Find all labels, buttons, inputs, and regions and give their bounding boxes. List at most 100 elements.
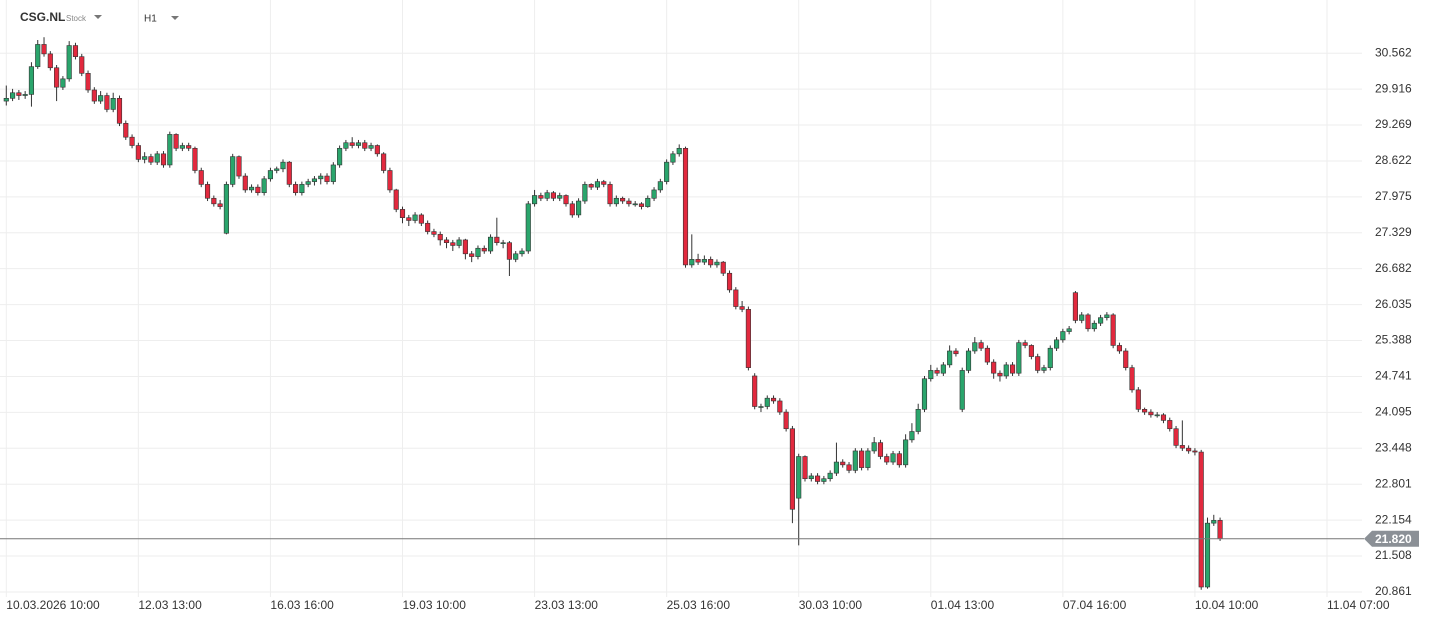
symbol-dropdown[interactable]	[94, 15, 102, 19]
y-tick-label: 29.269	[1375, 117, 1412, 131]
candle-body	[1154, 414, 1160, 417]
candle-body	[343, 142, 349, 149]
y-tick-label: 26.682	[1375, 261, 1412, 275]
candle-body	[475, 247, 481, 257]
candle-body	[79, 56, 85, 74]
candle-body	[689, 259, 695, 266]
candle-body	[362, 142, 368, 149]
candle-body	[777, 400, 783, 413]
candle-body	[230, 156, 236, 185]
candle-body	[330, 164, 336, 182]
candle-body	[651, 189, 657, 199]
y-tick-label: 20.861	[1375, 584, 1412, 598]
x-tick-label: 01.04 13:00	[931, 598, 995, 612]
candle-body	[859, 450, 865, 468]
candle-body	[72, 45, 79, 57]
candle-body	[1091, 322, 1097, 330]
x-tick-label: 16.03 16:00	[270, 598, 334, 612]
candle-body	[890, 453, 896, 463]
candle-body	[374, 145, 380, 155]
candle-body	[871, 442, 877, 452]
candle-body	[770, 397, 777, 402]
candle-body	[179, 145, 185, 149]
candle-body	[1098, 317, 1104, 324]
y-tick-label: 22.154	[1375, 512, 1412, 526]
candle-body	[274, 168, 280, 171]
candle-body	[802, 456, 808, 480]
symbol[interactable]: CSG.NL	[20, 10, 65, 24]
candle-body	[1167, 420, 1173, 430]
candle-body	[884, 456, 890, 463]
x-tick-label: 25.03 16:00	[667, 598, 731, 612]
candle-body	[1060, 331, 1066, 341]
interval[interactable]: H1	[144, 14, 157, 25]
last-price-label: 21.820	[1375, 532, 1412, 546]
candle-body	[173, 134, 179, 149]
candle-body	[1179, 445, 1185, 449]
candle-body	[626, 200, 632, 205]
candle-body	[349, 142, 355, 146]
candle-body	[387, 170, 393, 191]
candle-body	[682, 147, 689, 266]
candle-body	[22, 94, 28, 96]
candle-body	[984, 347, 990, 363]
candle-body	[462, 239, 468, 255]
candle-body	[607, 184, 613, 205]
candle-body	[85, 73, 91, 91]
candle-body	[1003, 364, 1009, 377]
candle-body	[1186, 447, 1192, 452]
interval-dropdown[interactable]	[171, 16, 179, 20]
candle-body	[1204, 522, 1211, 588]
candle-body	[248, 186, 255, 191]
candle-body	[645, 197, 651, 207]
y-tick-label: 27.975	[1375, 189, 1412, 203]
candle-body	[267, 170, 273, 180]
candle-body	[198, 170, 204, 185]
y-tick-label: 24.741	[1375, 369, 1412, 383]
candle-body	[450, 242, 456, 246]
candle-body	[1217, 520, 1223, 539]
candle-body	[588, 184, 594, 188]
candle-body	[903, 439, 909, 466]
candle-body	[412, 214, 418, 221]
candle-body	[10, 92, 16, 99]
candle-body	[1016, 342, 1022, 374]
candle-body	[456, 239, 462, 246]
candle-body	[613, 197, 619, 205]
x-tick-label: 10.04 10:00	[1195, 598, 1259, 612]
candle-body	[519, 250, 525, 255]
candle-body	[532, 195, 538, 205]
candle-body	[255, 186, 261, 194]
candle-body	[808, 475, 814, 480]
candle-body	[368, 145, 374, 149]
candle-body	[664, 161, 670, 182]
candle-body	[223, 184, 229, 234]
candle-body	[154, 153, 160, 163]
y-tick-label: 22.801	[1375, 476, 1412, 490]
candle-body	[192, 147, 198, 171]
y-tick-label: 27.329	[1375, 225, 1412, 239]
candle-body	[745, 309, 751, 368]
candle-body	[3, 98, 9, 102]
x-tick-label: 12.03 13:00	[138, 598, 202, 612]
y-tick-label: 24.095	[1375, 405, 1412, 419]
candle-body	[928, 370, 934, 380]
candle-body	[60, 78, 66, 88]
candle-body	[720, 261, 726, 274]
candle-body	[355, 142, 362, 146]
candle-body	[1009, 364, 1016, 374]
candle-body	[909, 431, 915, 441]
candle-body	[500, 242, 506, 244]
y-tick-label: 26.035	[1375, 297, 1412, 311]
candle-body	[991, 361, 997, 374]
candle-body	[557, 195, 563, 199]
instrument-type: Stock	[66, 14, 87, 23]
candle-body	[104, 95, 110, 110]
candle-body	[921, 378, 928, 410]
candle-body	[569, 203, 575, 216]
x-tick-label: 10.03.2026 10:00	[6, 598, 100, 612]
candle-body	[242, 175, 248, 191]
y-tick-label: 23.448	[1375, 440, 1412, 454]
candle-body	[91, 89, 97, 102]
